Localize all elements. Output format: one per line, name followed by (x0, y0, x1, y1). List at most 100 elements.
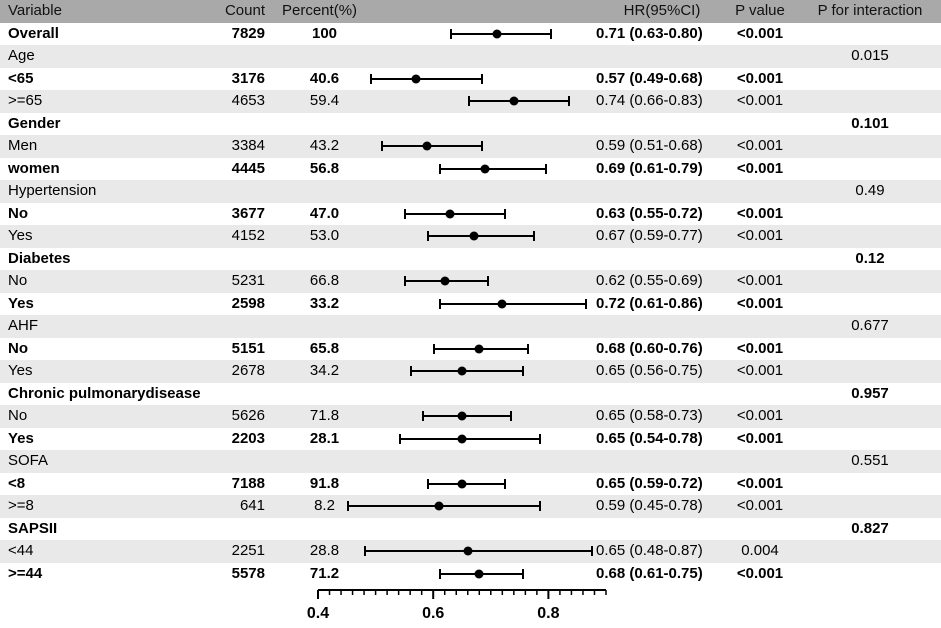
table-row: <44 2251 28.8 0.65 (0.48-0.87) 0.004 (0, 540, 941, 563)
row-percent: 71.8 (309, 407, 340, 424)
row-variable: SOFA (8, 452, 49, 469)
row-pvalue: <0.001 (736, 294, 784, 312)
row-p-interaction (805, 203, 935, 226)
row-variable: AHF (8, 317, 38, 334)
table-row: Age 0.015 (0, 45, 941, 68)
row-percent: 34.2 (309, 362, 340, 379)
point-estimate-marker (457, 434, 467, 444)
table-row: <65 3176 40.6 0.57 (0.49-0.68) <0.001 (0, 68, 941, 91)
row-variable: Yes (8, 227, 33, 244)
row-plot (318, 405, 606, 428)
row-pvalue: <0.001 (736, 272, 784, 289)
point-estimate-marker (445, 209, 455, 219)
ci-bar (364, 546, 593, 557)
row-p-interaction: 0.015 (851, 47, 889, 64)
table-row: >=8 641 8.2 0.59 (0.45-0.78) <0.001 (0, 495, 941, 518)
row-p-interaction (805, 293, 935, 316)
row-p-interaction: 0.677 (851, 317, 889, 334)
row-plot (318, 450, 606, 473)
row-pvalue (729, 45, 791, 68)
point-estimate-marker (457, 366, 467, 376)
row-pvalue (729, 518, 791, 541)
point-estimate-marker (463, 546, 473, 556)
row-variable: <44 (8, 542, 34, 559)
row-plot (318, 338, 606, 361)
row-variable: Yes (8, 294, 34, 312)
row-pvalue (729, 248, 791, 271)
row-count: 3176 (231, 69, 265, 87)
row-hr-ci: 0.59 (0.45-0.78) (596, 497, 703, 514)
row-pvalue: <0.001 (736, 137, 784, 154)
row-hr-ci (596, 518, 728, 541)
row-percent: 91.8 (309, 474, 340, 492)
row-pvalue: <0.001 (736, 159, 784, 177)
row-variable: <65 (8, 69, 34, 87)
row-count (185, 113, 265, 136)
row-hr-ci: 0.59 (0.51-0.68) (596, 137, 703, 154)
row-count (185, 315, 265, 338)
column-header-percent: Percent(%) (282, 2, 358, 19)
row-plot (318, 293, 606, 316)
ci-bar (421, 411, 513, 422)
row-plot (318, 315, 606, 338)
row-percent: 8.2 (314, 497, 335, 514)
row-plot (318, 158, 606, 181)
row-count: 2251 (231, 542, 265, 559)
row-pvalue: <0.001 (736, 564, 784, 582)
point-estimate-marker (434, 501, 444, 511)
row-count: 2598 (231, 294, 265, 312)
row-plot (318, 90, 606, 113)
row-pvalue (729, 113, 791, 136)
row-p-interaction (805, 495, 935, 518)
row-percent: 65.8 (309, 339, 340, 357)
row-variable: women (8, 159, 60, 177)
row-variable: No (8, 339, 28, 357)
row-count: 5151 (231, 339, 265, 357)
row-pvalue: <0.001 (736, 339, 784, 357)
table-row: No 5231 66.8 0.62 (0.55-0.69) <0.001 (0, 270, 941, 293)
row-percent: 33.2 (309, 294, 340, 312)
row-count (185, 45, 265, 68)
table-row: Yes 2678 34.2 0.65 (0.56-0.75) <0.001 (0, 360, 941, 383)
row-plot (318, 68, 606, 91)
row-hr-ci: 0.72 (0.61-0.86) (596, 294, 703, 312)
row-variable: >=65 (8, 92, 43, 109)
row-percent: 47.0 (309, 204, 340, 222)
row-hr-ci (596, 180, 728, 203)
row-count: 7829 (231, 24, 265, 42)
axis-tick-label: 0.8 (537, 605, 559, 622)
row-p-interaction: 0.101 (851, 114, 889, 132)
row-p-interaction: 0.957 (851, 384, 889, 402)
row-variable: Men (8, 137, 38, 154)
ci-bar (369, 73, 484, 84)
row-plot (318, 135, 606, 158)
row-count: 4653 (231, 92, 265, 109)
row-variable: Overall (8, 24, 59, 42)
row-count: 5231 (231, 272, 265, 289)
row-p-interaction (805, 360, 935, 383)
table-row: Yes 2203 28.1 0.65 (0.54-0.78) <0.001 (0, 428, 941, 451)
row-count: 641 (239, 497, 265, 514)
ci-bar (404, 208, 507, 219)
table-row: Chronic pulmonarydisease 0.957 (0, 383, 941, 406)
table-row: >=65 4653 59.4 0.74 (0.66-0.83) <0.001 (0, 90, 941, 113)
table-row: No 3677 47.0 0.63 (0.55-0.72) <0.001 (0, 203, 941, 226)
row-count: 5578 (231, 564, 265, 582)
row-p-interaction (805, 90, 935, 113)
row-pvalue: 0.004 (741, 542, 779, 559)
row-variable: Age (8, 47, 35, 64)
row-plot (318, 383, 606, 406)
row-variable: Chronic pulmonarydisease (8, 384, 201, 402)
row-variable: No (8, 272, 28, 289)
table-row: Men 3384 43.2 0.59 (0.51-0.68) <0.001 (0, 135, 941, 158)
table-row: <8 7188 91.8 0.65 (0.59-0.72) <0.001 (0, 473, 941, 496)
row-pvalue: <0.001 (736, 407, 784, 424)
table-row: SAPSII 0.827 (0, 518, 941, 541)
point-estimate-marker (440, 276, 450, 286)
row-plot (318, 270, 606, 293)
point-estimate-marker (509, 96, 519, 106)
row-hr-ci (596, 248, 728, 271)
row-percent: 100 (311, 24, 338, 42)
row-variable: Yes (8, 362, 33, 379)
row-plot (318, 563, 606, 586)
